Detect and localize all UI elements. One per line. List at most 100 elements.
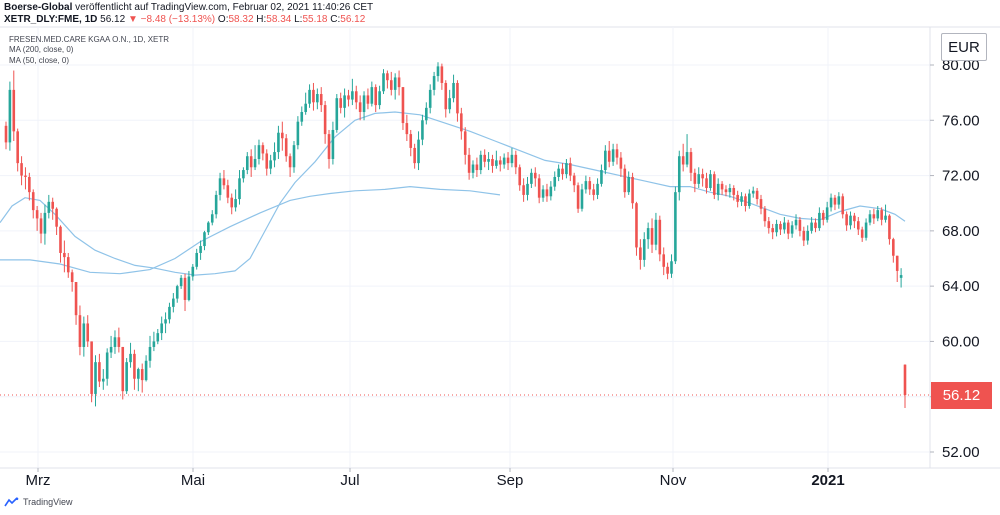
instrument-legend[interactable]: FRESEN.MED.CARE KGAA O.N., 1D, XETR <box>9 35 170 44</box>
candle-body <box>425 107 428 121</box>
candle-body <box>144 360 148 381</box>
candle <box>549 181 553 201</box>
candle-body <box>607 150 611 162</box>
candle <box>281 121 284 151</box>
candle-body <box>728 188 732 193</box>
candle-body <box>518 167 522 186</box>
candle <box>825 201 829 223</box>
candle <box>172 293 175 313</box>
candle <box>4 121 8 150</box>
candle-body <box>899 275 903 278</box>
candle <box>853 212 856 229</box>
candle <box>670 254 673 278</box>
candle <box>732 185 736 201</box>
candle-body <box>697 174 701 184</box>
candle-body <box>627 176 630 193</box>
candle-body <box>631 176 634 204</box>
ma200-legend[interactable]: MA (200, close, 0) <box>9 45 74 54</box>
time-axis[interactable]: Mrz Mai Jul Sep Nov 2021 <box>26 468 845 489</box>
candle <box>794 214 798 230</box>
candle-body <box>323 105 327 135</box>
candle <box>413 143 416 169</box>
currency-button[interactable]: EUR <box>941 33 987 61</box>
tradingview-footer[interactable]: TradingView <box>4 497 73 507</box>
candle <box>82 316 86 357</box>
candle-body <box>837 196 841 205</box>
candle <box>253 145 257 171</box>
candle <box>432 71 436 96</box>
candle-body <box>810 222 813 231</box>
candle <box>868 210 872 226</box>
candle <box>66 252 70 278</box>
candle-body <box>8 89 12 143</box>
close-label: C: <box>330 14 341 25</box>
candle-body <box>545 189 549 197</box>
candle-body <box>467 154 471 173</box>
candle <box>740 192 743 206</box>
candle <box>288 153 292 177</box>
candle <box>448 89 451 114</box>
candle-body <box>569 163 572 176</box>
candle-body <box>681 156 685 165</box>
candle <box>662 247 666 276</box>
candle-body <box>354 91 358 103</box>
candle <box>884 204 887 223</box>
candle-body <box>537 178 541 198</box>
candle <box>63 240 66 273</box>
candle-body <box>849 215 852 226</box>
candle <box>899 268 903 288</box>
candle-body <box>786 222 790 234</box>
candle <box>160 316 163 341</box>
candle-body <box>358 102 362 112</box>
candle-body <box>51 201 55 209</box>
high-label: H: <box>256 14 267 25</box>
candle <box>471 160 475 179</box>
candle-body <box>59 226 62 253</box>
candle <box>210 210 214 226</box>
candle <box>269 154 272 175</box>
candle <box>382 69 385 95</box>
candle-body <box>611 149 615 162</box>
candle-body <box>872 214 876 219</box>
candle <box>495 150 498 169</box>
candle-body <box>265 153 269 169</box>
candle <box>802 226 806 247</box>
candle-body <box>502 157 506 165</box>
candle-body <box>39 218 43 234</box>
candle <box>697 167 701 189</box>
tradingview-logo-icon <box>4 497 19 507</box>
candle-body <box>234 199 237 208</box>
candle <box>101 369 105 390</box>
candle <box>810 217 813 234</box>
candle <box>59 225 62 263</box>
candle <box>526 176 529 201</box>
close-value: 56.12 <box>340 14 366 25</box>
candle <box>748 189 751 209</box>
candle-body <box>720 183 724 190</box>
candle-body <box>677 156 681 193</box>
candle-body <box>903 364 907 396</box>
published-text: veröffentlicht auf TradingView.com, Febr… <box>75 2 374 13</box>
candle <box>296 116 300 150</box>
candle-body <box>740 196 743 202</box>
candle <box>837 192 841 209</box>
candle <box>705 172 708 194</box>
x-tick-label: Mai <box>181 472 205 489</box>
candle-body <box>109 346 113 353</box>
candle <box>331 121 335 165</box>
candle-body <box>588 181 592 190</box>
candle-body <box>864 222 868 238</box>
candle <box>203 230 206 251</box>
candle <box>195 248 198 270</box>
candle-body <box>530 172 533 184</box>
candle <box>841 193 845 219</box>
candle-body <box>207 222 210 233</box>
ma50-legend[interactable]: MA (50, close, 0) <box>9 56 70 65</box>
candle-body <box>261 145 265 154</box>
candle-body <box>460 113 463 132</box>
last-price-badge: 56.12 <box>931 382 992 409</box>
candle-body <box>413 147 416 164</box>
candle-body <box>639 247 642 260</box>
candle-body <box>35 210 39 219</box>
